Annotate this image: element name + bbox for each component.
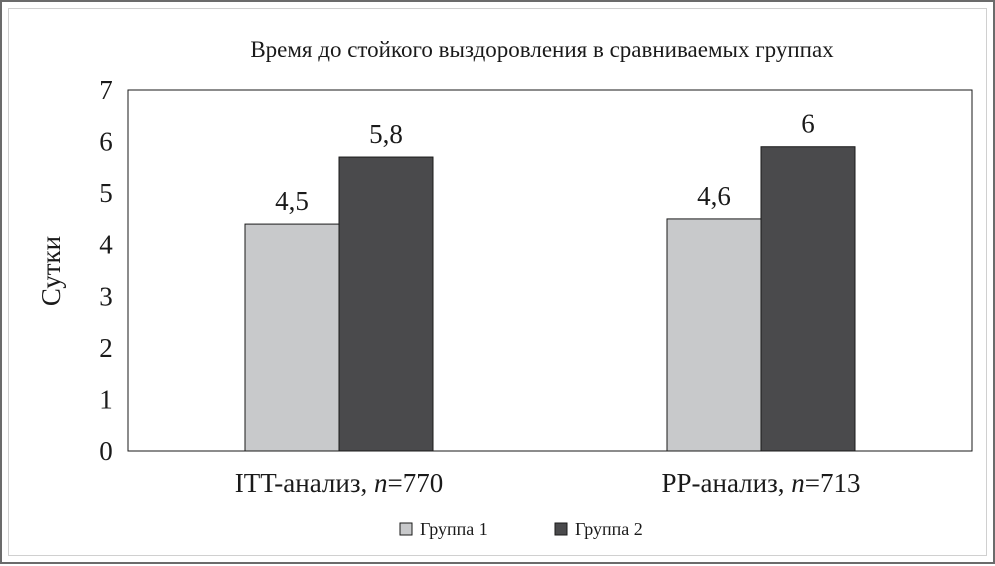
y-tick-label: 7: [99, 75, 113, 105]
x-category-text: ITT-анализ,: [235, 468, 374, 498]
x-category-text: PP-анализ,: [661, 468, 791, 498]
y-tick-label: 1: [99, 384, 113, 414]
x-axis-categories: ITT-анализ, n=770 PP-анализ, n=713: [235, 468, 861, 498]
y-axis-label: Сутки: [36, 236, 66, 306]
x-category-suffix: =713: [805, 468, 861, 498]
legend-swatch-1: [399, 522, 413, 536]
y-tick-label: 4: [99, 230, 113, 260]
data-label: 5,8: [369, 119, 403, 149]
legend-swatch-2: [554, 522, 568, 536]
bars-group: 4,5 5,8 4,6 6: [244, 109, 856, 452]
y-axis-ticks: 0 1 2 3 4 5 6 7: [99, 75, 113, 466]
bar-2-1: [338, 156, 434, 452]
plot-area: [127, 89, 973, 452]
legend: Группа 1 Группа 2: [399, 519, 643, 539]
y-tick-label: 0: [99, 436, 113, 466]
x-category-italic: n: [791, 468, 805, 498]
y-tick-label: 3: [99, 281, 113, 311]
data-label: 4,5: [275, 186, 309, 216]
legend-label-1: Группа 1: [420, 519, 488, 539]
y-tick-label: 5: [99, 178, 113, 208]
bar-1-2: [666, 218, 762, 452]
chart-title: Время до стойкого выздоровления в сравни…: [250, 37, 834, 62]
y-tick-label: 2: [99, 333, 113, 363]
data-label: 6: [801, 109, 815, 139]
data-label: 4,6: [697, 181, 731, 211]
x-category-italic: n: [374, 468, 388, 498]
chart-inner-border: [8, 8, 987, 556]
legend-label-2: Группа 2: [575, 519, 643, 539]
bar-1-1: [244, 223, 340, 452]
bar-2-2: [760, 146, 856, 452]
x-category-label: ITT-анализ, n=770: [235, 468, 443, 498]
x-category-suffix: =770: [388, 468, 444, 498]
x-category-label: PP-анализ, n=713: [661, 468, 860, 498]
y-tick-label: 6: [99, 127, 113, 157]
